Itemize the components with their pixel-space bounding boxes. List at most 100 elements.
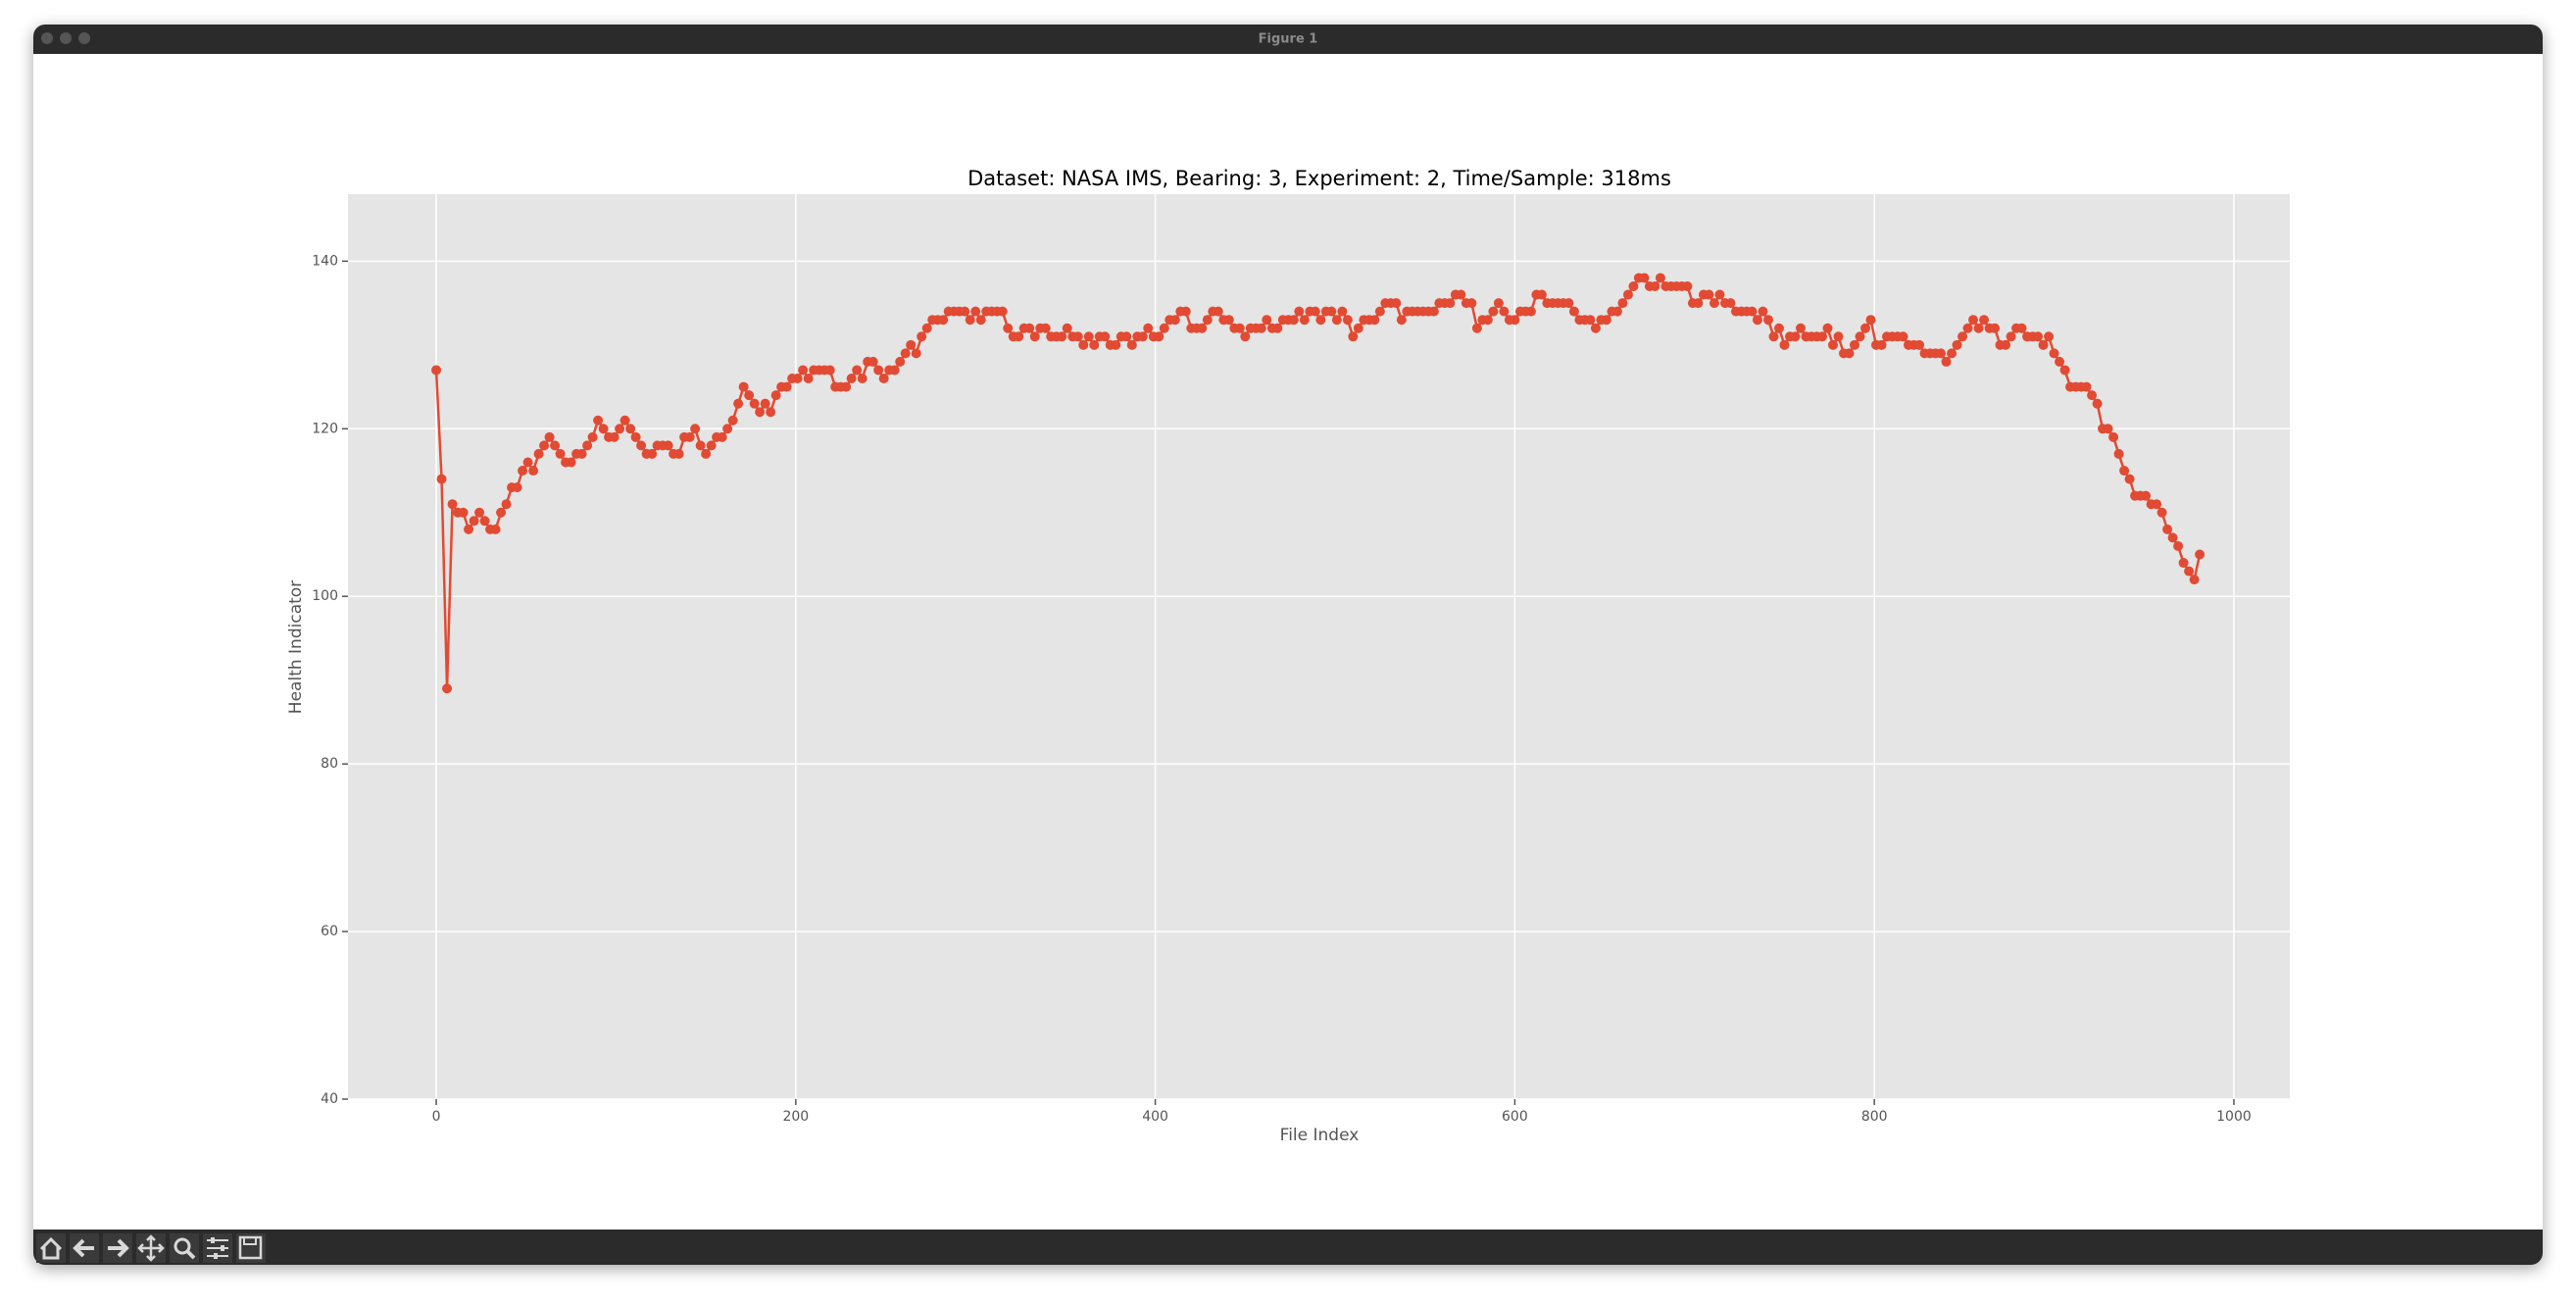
data-point [1024,323,1035,333]
back-button[interactable] [70,1233,99,1263]
data-point [684,431,695,442]
data-point [1725,298,1736,309]
data-point [733,398,744,409]
data-point [1456,289,1466,300]
x-axis-label: File Index [1280,1126,1360,1145]
data-point [1865,315,1876,326]
data-point [1952,339,1962,350]
data-point [2119,466,2130,477]
data-point [2006,331,2016,342]
data-point [727,415,738,426]
data-point [1622,289,1633,300]
data-point [2044,331,2055,342]
data-point [1855,331,1865,342]
data-point [1445,298,1456,309]
data-point [2081,381,2092,392]
data-point [706,440,717,451]
x-tick-label: 0 [432,1109,441,1125]
data-point [911,348,921,359]
x-tick-label: 600 [1502,1109,1528,1125]
data-point [1682,281,1693,292]
data-point [615,424,625,434]
data-point [1758,306,1768,317]
maximize-button[interactable] [78,32,90,44]
data-point [1860,323,1871,333]
data-point [555,448,566,459]
data-point [496,507,507,518]
save-button[interactable] [236,1233,266,1263]
data-point [1062,323,1072,333]
data-point [781,381,792,392]
data-point [895,356,906,367]
data-point [760,398,770,409]
data-point [841,381,852,392]
data-point [1585,315,1596,326]
data-point [1844,348,1855,359]
data-point [1693,298,1704,309]
data-point [2049,348,2059,359]
home-button[interactable] [36,1233,66,1263]
data-point [1396,315,1407,326]
data-point [539,440,550,451]
data-point [1990,323,2001,333]
data-point [533,448,544,459]
data-point [770,390,781,401]
data-point [889,365,900,376]
window-title: Figure 1 [1259,32,1318,47]
data-line [434,276,2202,689]
data-point [2055,356,2065,367]
data-point [490,524,501,534]
data-point [1850,339,1860,350]
chart-title: Dataset: NASA IMS, Bearing: 3, Experimen… [967,167,1671,190]
forward-button[interactable] [103,1233,132,1263]
data-point [2152,499,2162,510]
zoom-button[interactable] [170,1233,199,1263]
data-point [436,474,447,484]
data-point [431,365,442,376]
data-point [873,365,884,376]
configure-button[interactable] [203,1233,232,1263]
data-point [598,424,609,434]
data-point [1197,323,1208,333]
data-point [609,431,619,442]
data-point [1828,339,1839,350]
data-point [1709,298,1719,309]
data-point [566,457,576,468]
data-point [1428,306,1439,317]
data-point [857,374,867,384]
data-point [2108,431,2119,442]
data-point [1262,315,1272,326]
y-tick-label: 100 [312,588,338,604]
data-point [1223,315,1234,326]
data-point [1154,331,1164,342]
data-point [1121,331,1132,342]
data-point [1083,331,1094,342]
data-point [1617,298,1628,309]
data-point [1342,315,1353,326]
data-point [587,431,598,442]
data-point [738,381,749,392]
data-point [1973,323,1984,333]
y-tick-label: 120 [312,421,338,436]
data-point [997,306,1008,317]
y-tick-label: 60 [321,924,338,939]
data-point [1947,348,1957,359]
data-point [1337,306,1348,317]
data-point [1655,273,1665,283]
data-point [695,440,706,451]
data-point [1628,281,1639,292]
data-point [1898,331,1908,342]
data-point [1078,339,1089,350]
minimize-button[interactable] [60,32,72,44]
data-point [1822,323,1833,333]
close-button[interactable] [41,32,53,44]
data-point [1510,315,1520,326]
data-point [479,516,490,527]
data-point [2059,365,2070,376]
data-point [1941,356,1952,367]
data-point [1057,331,1067,342]
data-point [1968,315,1979,326]
data-point [2189,575,2200,585]
pan-button[interactable] [136,1233,166,1263]
